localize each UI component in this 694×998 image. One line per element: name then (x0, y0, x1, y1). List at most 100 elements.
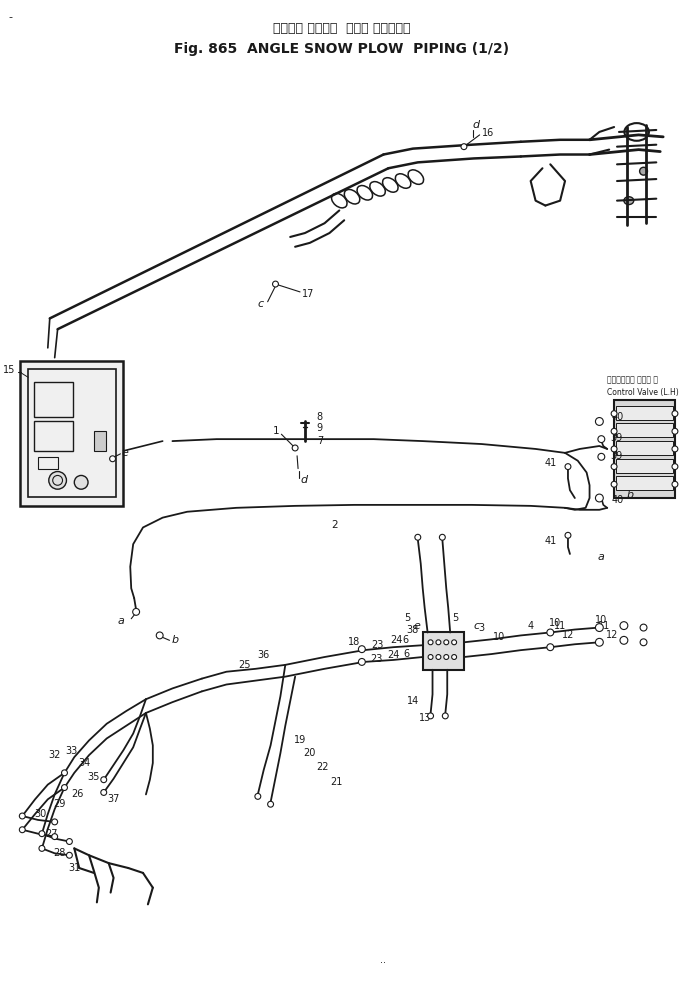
Text: e: e (414, 621, 421, 631)
Bar (616, 476, 673, 490)
Text: 35: 35 (87, 771, 100, 781)
Circle shape (611, 481, 617, 487)
Circle shape (672, 446, 678, 452)
Text: b: b (627, 490, 634, 500)
Circle shape (62, 784, 67, 790)
Circle shape (565, 464, 571, 469)
Circle shape (443, 640, 449, 645)
Text: 5: 5 (405, 613, 411, 623)
Text: 11: 11 (554, 621, 566, 631)
Text: 16: 16 (482, 128, 494, 138)
Circle shape (611, 464, 617, 469)
Bar (38, 457, 58, 469)
Text: 34: 34 (78, 758, 90, 768)
Circle shape (598, 453, 604, 460)
Circle shape (62, 769, 67, 775)
Text: 25: 25 (238, 660, 251, 670)
Circle shape (620, 622, 628, 630)
Bar (616, 406, 673, 419)
Circle shape (273, 281, 278, 287)
Bar (616, 423, 673, 437)
Text: 39: 39 (610, 433, 623, 443)
Circle shape (595, 639, 603, 647)
Circle shape (67, 852, 72, 858)
Text: e: e (121, 448, 128, 458)
Text: -: - (8, 12, 12, 22)
Text: 22: 22 (316, 761, 329, 771)
Bar (616, 459, 673, 472)
Circle shape (595, 624, 603, 632)
Text: 23: 23 (371, 641, 384, 651)
Circle shape (110, 456, 115, 462)
Text: 8: 8 (316, 411, 323, 421)
Text: 4: 4 (527, 621, 534, 631)
Text: 12: 12 (606, 631, 618, 641)
Circle shape (547, 644, 554, 651)
Circle shape (428, 713, 434, 719)
Text: 37: 37 (108, 794, 120, 804)
Bar (34, 421, 74, 451)
Circle shape (39, 845, 45, 851)
Text: 26: 26 (71, 789, 83, 799)
Circle shape (672, 481, 678, 487)
Text: 17: 17 (302, 288, 314, 298)
Text: 12: 12 (561, 631, 574, 641)
Circle shape (598, 436, 604, 442)
Text: 15: 15 (3, 365, 15, 375)
Circle shape (428, 640, 433, 645)
Circle shape (19, 826, 25, 832)
Circle shape (452, 640, 457, 645)
Bar (94, 431, 105, 451)
Circle shape (428, 655, 433, 660)
Text: アングル スノーー  プラウ バイピング: アングル スノーー プラウ バイピング (273, 22, 410, 35)
Ellipse shape (640, 168, 648, 175)
Text: 18: 18 (348, 638, 360, 648)
Circle shape (52, 819, 58, 824)
Circle shape (133, 609, 139, 616)
Text: 40: 40 (611, 495, 623, 505)
Text: 11: 11 (598, 621, 611, 631)
Text: a: a (598, 552, 604, 562)
Text: 24: 24 (387, 650, 400, 660)
Text: 19: 19 (294, 736, 306, 746)
Circle shape (452, 655, 457, 660)
Text: 3: 3 (479, 623, 484, 633)
Text: ··: ·· (380, 958, 387, 968)
Text: 20: 20 (304, 748, 316, 758)
Circle shape (640, 624, 647, 631)
Text: Fig. 865  ANGLE SNOW PLOW  PIPING (1/2): Fig. 865 ANGLE SNOW PLOW PIPING (1/2) (174, 42, 509, 56)
Circle shape (565, 532, 571, 538)
Bar (20, 360, 124, 506)
Circle shape (595, 417, 603, 425)
Text: 41: 41 (545, 536, 557, 546)
Text: 10: 10 (549, 618, 561, 628)
Circle shape (443, 655, 449, 660)
Bar (34, 382, 74, 416)
Bar (28, 369, 115, 497)
Text: 2: 2 (331, 520, 338, 530)
Text: 7: 7 (316, 436, 323, 446)
Circle shape (52, 833, 58, 839)
Text: 36: 36 (257, 650, 270, 660)
Circle shape (19, 813, 25, 819)
Text: 9: 9 (316, 423, 323, 433)
Text: 21: 21 (330, 776, 343, 786)
Text: 29: 29 (53, 799, 66, 809)
Text: c: c (474, 621, 480, 631)
Circle shape (358, 659, 365, 666)
Text: 1: 1 (273, 426, 280, 436)
Text: コントロール バルブ 左: コントロール バルブ 左 (607, 375, 658, 385)
Text: 31: 31 (68, 863, 81, 873)
Text: 6: 6 (402, 636, 408, 646)
Text: 40: 40 (611, 411, 623, 421)
Circle shape (436, 640, 441, 645)
Circle shape (672, 428, 678, 434)
Text: d: d (300, 475, 307, 485)
Circle shape (358, 646, 365, 653)
Text: 5: 5 (452, 613, 459, 623)
Text: 28: 28 (53, 848, 66, 858)
Text: 39: 39 (610, 451, 623, 461)
Circle shape (101, 789, 107, 795)
Circle shape (255, 793, 261, 799)
Text: d: d (473, 120, 480, 130)
